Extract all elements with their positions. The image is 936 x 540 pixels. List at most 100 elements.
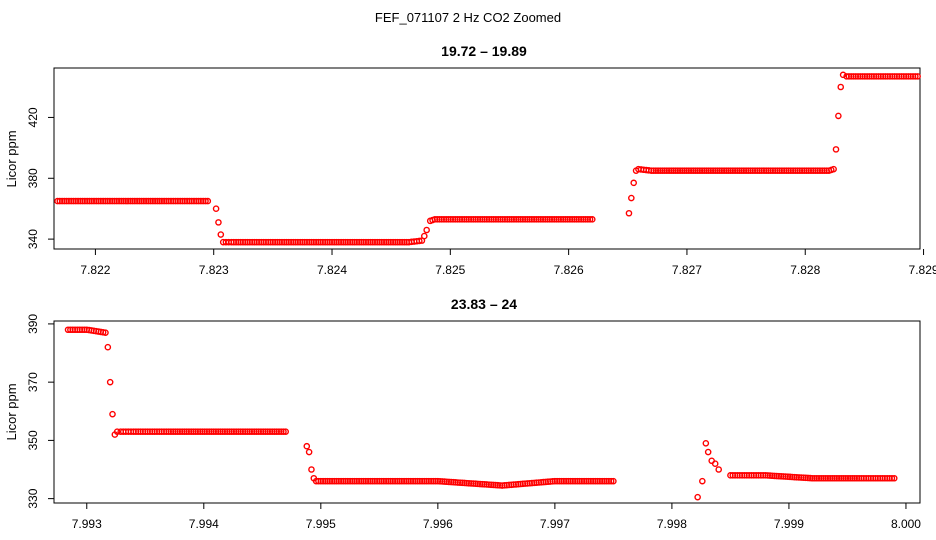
data-point-fill	[512, 216, 520, 223]
data-point-fill	[544, 216, 551, 223]
data-point-fill	[802, 474, 809, 482]
data-point-fill	[430, 477, 437, 485]
data-point-fill	[840, 474, 847, 482]
data-point-fill	[319, 477, 327, 485]
data-point-fill	[337, 477, 345, 485]
data-point-fill	[398, 477, 406, 485]
data-point-fill	[667, 167, 675, 174]
data-point-fill	[780, 473, 787, 480]
data-point-fill	[510, 216, 518, 223]
y-tick-label: 390	[26, 314, 40, 334]
data-point-fill	[340, 477, 347, 485]
y-tick-label: 380	[26, 168, 40, 188]
data-point	[308, 466, 315, 473]
data-point-fill	[575, 216, 583, 223]
data-point-fill	[427, 477, 435, 485]
data-point-fill	[771, 167, 779, 174]
data-point-fill	[271, 428, 278, 435]
data-point-fill	[349, 477, 356, 485]
data-point-fill	[521, 216, 529, 223]
data-point-fill	[445, 478, 453, 486]
data-point-fill	[358, 477, 365, 485]
data-point-fill	[689, 167, 697, 174]
data-point-fill	[831, 474, 838, 482]
data-point-fill	[788, 473, 796, 481]
data-point-fill	[650, 167, 657, 174]
data-point-fill	[262, 428, 269, 435]
data-point-fill	[456, 479, 464, 486]
data-point-fill	[528, 216, 536, 223]
data-point	[699, 477, 706, 485]
data-point-fill	[605, 477, 613, 485]
data-point	[837, 83, 845, 91]
chart-panel-2: 23.83 – 24 Licor ppm 7.993 7.994 7.995 7.99…	[4, 296, 921, 531]
data-point-fill	[556, 477, 563, 485]
data-point-fill	[355, 477, 363, 485]
data-point	[630, 179, 638, 187]
data-point-fill	[806, 474, 814, 482]
data-point-fill	[785, 167, 792, 174]
data-point	[628, 194, 635, 202]
figure-title: FEF_071107 2 Hz CO2 Zoomed	[375, 10, 561, 25]
data-point-fill	[797, 474, 805, 481]
data-point-fill	[758, 167, 766, 174]
data-point-fill	[791, 473, 798, 481]
data-point-fill	[729, 167, 737, 174]
data-point-fill	[418, 477, 426, 485]
data-point-fill	[421, 477, 428, 485]
data-point-fill	[594, 477, 601, 485]
data-point-fill	[888, 474, 896, 482]
data-point-fill	[776, 167, 783, 174]
x-axis: 7.822 7.823 7.824 7.825 7.826 7.827 7.828 7.829	[80, 249, 936, 277]
data-point-fill	[436, 478, 444, 485]
data-point-fill	[465, 479, 473, 487]
plot-frame	[53, 67, 921, 250]
data-point-fill	[443, 478, 451, 486]
data-point-fill	[768, 472, 776, 480]
data-point-fill	[796, 167, 804, 174]
scatter-series	[54, 71, 921, 246]
data-point-fill	[571, 477, 579, 485]
data-point-fill	[275, 428, 283, 435]
data-point-fill	[780, 167, 788, 174]
data-point-fill	[818, 167, 826, 174]
data-point-fill	[580, 216, 587, 223]
data-point-fill	[476, 480, 484, 488]
data-point-fill	[127, 197, 134, 205]
data-point-fill	[670, 167, 677, 174]
scatter-series	[64, 326, 898, 501]
data-point	[702, 439, 710, 447]
data-point-fill	[601, 477, 608, 485]
data-point-fill	[483, 481, 490, 488]
data-point-fill	[423, 477, 430, 485]
data-point	[113, 428, 121, 435]
data-point-fill	[654, 167, 662, 174]
data-point-fill	[389, 477, 397, 485]
data-point-fill	[766, 472, 774, 479]
data-point-fill	[548, 216, 556, 223]
data-point-fill	[441, 478, 448, 485]
data-point-fill	[259, 428, 267, 435]
data-point-fill	[820, 474, 827, 482]
data-point	[104, 343, 112, 351]
data-point-fill	[586, 216, 594, 223]
data-point-fill	[378, 477, 385, 485]
data-point-fill	[560, 477, 568, 485]
data-point-fill	[412, 477, 419, 485]
data-point-fill	[546, 216, 554, 223]
data-point-fill	[835, 474, 843, 482]
data-point	[303, 442, 311, 450]
y-axis-label: Licor ppm	[4, 130, 19, 187]
data-point-fill	[707, 167, 715, 174]
data-point-fill	[817, 474, 825, 482]
data-point	[305, 448, 313, 456]
data-point	[914, 73, 921, 80]
data-point-fill	[515, 216, 522, 223]
y-tick-label: 330	[26, 488, 40, 508]
data-point-fill	[774, 167, 781, 174]
data-point-fill	[472, 480, 479, 488]
data-point-fill	[539, 216, 547, 223]
data-point-fill	[387, 477, 394, 485]
x-tick-label: 7.996	[423, 517, 453, 531]
data-point-fill	[849, 474, 856, 482]
